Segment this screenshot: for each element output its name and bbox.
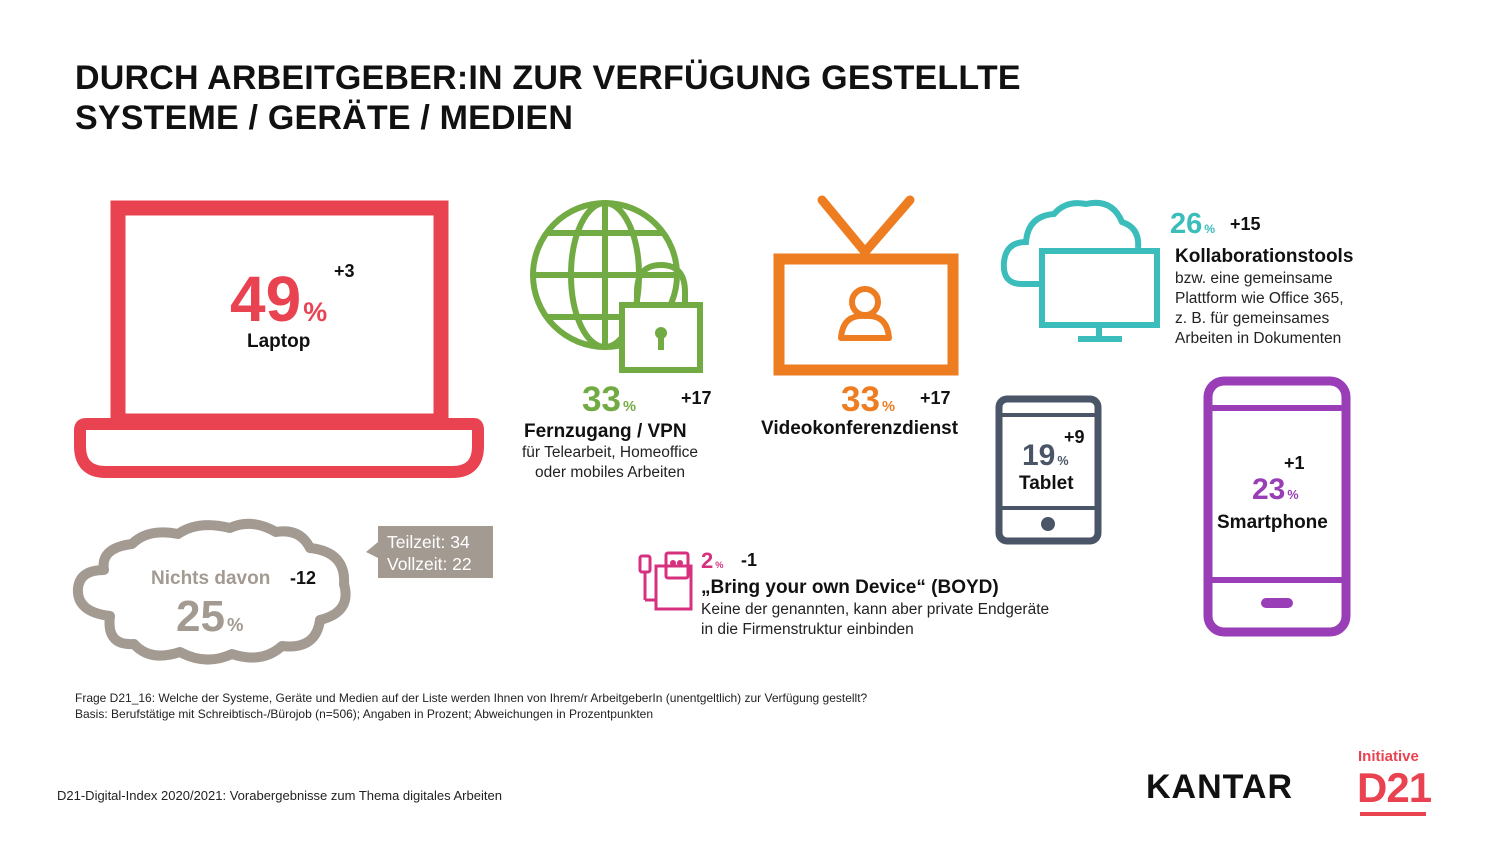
tablet-value-unit: % bbox=[1057, 454, 1069, 468]
vpn-description: für Telearbeit, Homeoffice oder mobiles … bbox=[505, 443, 715, 483]
collab-description-line: bzw. eine gemeinsame bbox=[1175, 270, 1333, 287]
d21-logo-initiative: Initiative bbox=[1358, 748, 1419, 765]
kantar-logo: KANTAR bbox=[1146, 768, 1294, 806]
parttime-fulltime-callout: Teilzeit: 34 Vollzeit: 22 bbox=[378, 526, 493, 578]
footnote-question: Frage D21_16: Welche der Systeme, Geräte… bbox=[75, 691, 868, 705]
callout-pointer bbox=[366, 542, 378, 558]
collab-value: 26% bbox=[1170, 208, 1215, 241]
video-value-number: 33 bbox=[841, 380, 880, 419]
collab-description: bzw. eine gemeinsame Plattform wie Offic… bbox=[1175, 269, 1344, 349]
video-delta: +17 bbox=[920, 388, 951, 408]
cloud-monitor-icon bbox=[1000, 199, 1160, 342]
d21-logo-underline bbox=[1360, 812, 1426, 816]
nichts-value-number: 25 bbox=[176, 592, 225, 641]
vpn-value-unit: % bbox=[622, 399, 636, 415]
smartphone-delta: +1 bbox=[1284, 453, 1305, 473]
tablet-value: 19% bbox=[1022, 439, 1069, 473]
smartphone-value-number: 23 bbox=[1252, 473, 1286, 506]
video-value: 33% bbox=[841, 380, 895, 420]
laptop-delta: +3 bbox=[334, 261, 355, 281]
video-screen-icon bbox=[773, 195, 959, 376]
collab-description-line: z. B. für gemeinsames bbox=[1175, 310, 1330, 327]
vpn-description-line: für Telearbeit, Homeoffice bbox=[521, 444, 699, 461]
tablet-icon bbox=[995, 395, 1102, 545]
smartphone-label: Smartphone bbox=[1217, 512, 1328, 533]
laptop-icon bbox=[74, 200, 484, 478]
vpn-label: Fernzugang / VPN bbox=[524, 421, 687, 442]
video-value-unit: % bbox=[881, 399, 895, 415]
page-title: DURCH ARBEITGEBER:IN ZUR VERFÜGUNG GESTE… bbox=[75, 58, 1021, 138]
nichts-value: 25% bbox=[176, 592, 243, 642]
nichts-delta: -12 bbox=[290, 568, 317, 588]
devices-icon bbox=[638, 551, 693, 611]
title-line-1: DURCH ARBEITGEBER:IN ZUR VERFÜGUNG GESTE… bbox=[75, 59, 1021, 97]
footnote: Frage D21_16: Welche der Systeme, Geräte… bbox=[75, 690, 867, 722]
tablet-value-number: 19 bbox=[1022, 439, 1056, 472]
byod-description: Keine der genannten, kann aber private E… bbox=[701, 600, 1049, 640]
laptop-label: Laptop bbox=[247, 331, 311, 352]
vpn-value: 33% bbox=[582, 380, 636, 420]
byod-delta: -1 bbox=[741, 550, 758, 570]
collab-value-number: 26 bbox=[1170, 208, 1203, 240]
footnote-basis: Basis: Berufstätige mit Schreibtisch-/Bü… bbox=[75, 707, 654, 721]
cloud-icon bbox=[72, 518, 351, 665]
vpn-value-number: 33 bbox=[582, 380, 621, 419]
footer-source: D21-Digital-Index 2020/2021: Vorabergebn… bbox=[57, 788, 502, 803]
nichts-label: Nichts davon bbox=[151, 568, 271, 589]
vpn-delta: +17 bbox=[681, 388, 712, 408]
vpn-description-line: oder mobiles Arbeiten bbox=[535, 464, 685, 481]
smartphone-icon bbox=[1203, 376, 1351, 637]
collab-label: Kollaborationstools bbox=[1175, 246, 1354, 267]
callout-line-teilzeit: Teilzeit: 34 bbox=[387, 532, 470, 552]
byod-value: 2% bbox=[701, 548, 723, 574]
byod-label: „Bring your own Device“ (BOYD) bbox=[701, 577, 999, 598]
nichts-value-unit: % bbox=[226, 614, 244, 635]
smartphone-value-unit: % bbox=[1287, 488, 1299, 502]
collab-description-line: Arbeiten in Dokumenten bbox=[1175, 330, 1342, 347]
tablet-label: Tablet bbox=[1019, 473, 1074, 494]
collab-delta: +15 bbox=[1230, 214, 1261, 234]
video-label: Videokonferenzdienst bbox=[761, 418, 959, 439]
byod-value-unit: % bbox=[715, 560, 724, 570]
collab-description-line: Plattform wie Office 365, bbox=[1175, 290, 1344, 307]
title-line-2: SYSTEME / GERÄTE / MEDIEN bbox=[75, 99, 574, 137]
callout-line-vollzeit: Vollzeit: 22 bbox=[387, 554, 472, 574]
byod-description-line: Keine der genannten, kann aber private E… bbox=[701, 601, 1050, 618]
tablet-delta: +9 bbox=[1064, 427, 1085, 447]
d21-logo: D21 bbox=[1357, 764, 1432, 811]
globe-lock-icon bbox=[530, 200, 703, 373]
laptop-value-unit: % bbox=[303, 297, 328, 327]
smartphone-value: 23% bbox=[1252, 473, 1299, 507]
byod-description-line: in die Firmenstruktur einbinden bbox=[701, 621, 914, 638]
laptop-value-number: 49 bbox=[230, 263, 302, 335]
laptop-value: 49% bbox=[230, 262, 327, 336]
byod-value-number: 2 bbox=[701, 548, 714, 573]
collab-value-unit: % bbox=[1204, 222, 1216, 236]
